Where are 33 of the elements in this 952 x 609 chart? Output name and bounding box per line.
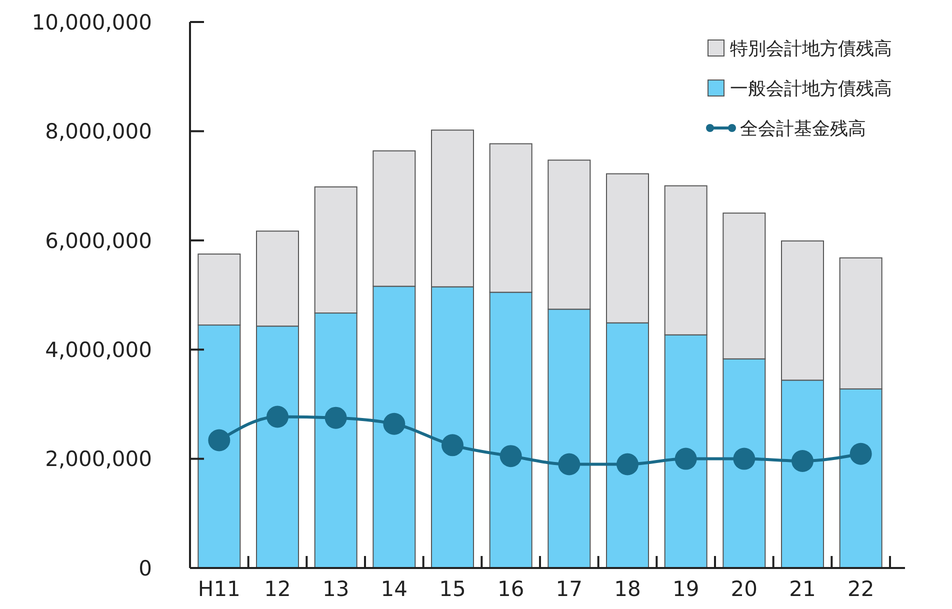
point [324,406,347,429]
x-tick-label: 21 [789,577,816,601]
x-tick-label: 18 [614,577,641,601]
point [850,442,872,465]
y-tick-label: 8,000,000 [45,120,152,144]
y-tick-label: 10,000,000 [32,10,152,34]
x-tick-label: 19 [672,577,700,601]
point [616,453,638,476]
x-tick-label: 22 [847,577,874,601]
y-tick-label: 0 [138,556,152,580]
point [733,448,756,470]
y-tick-label: 6,000,000 [45,228,152,253]
x-tick-label: 15 [439,577,466,601]
x-tick-label: 16 [497,577,524,601]
x-tick-label: 13 [322,577,350,601]
point [792,450,814,472]
legend-label: 特別会計地方債残高 [730,38,892,60]
x-tick-label: 14 [380,577,408,601]
point [383,412,406,435]
x-tick-label: 17 [556,577,583,601]
point [558,453,580,476]
y-tick-label: 2,000,000 [45,447,152,472]
legend-label: 全会計基金残高 [740,118,866,140]
point [208,429,230,452]
point [500,445,522,468]
x-tick-label: 20 [730,577,758,601]
y-tick-label: 4,000,000 [45,338,152,362]
point [674,448,697,470]
point [266,406,288,428]
point [442,434,464,456]
x-tick-label: 12 [264,577,291,601]
legend-label: 一般会計地方債残高 [730,78,892,100]
x-tick-label: H11 [198,577,240,601]
